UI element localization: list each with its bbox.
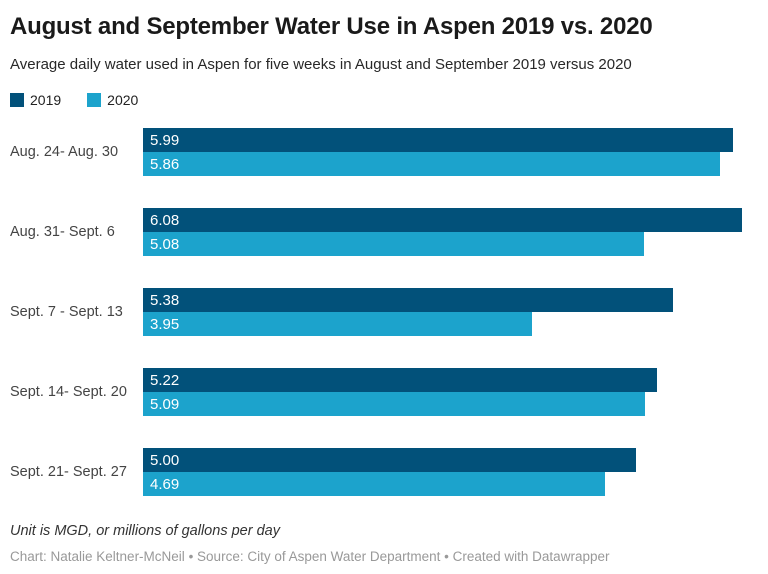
bar-2020: 3.95 — [143, 312, 533, 336]
bar-2020: 5.08 — [143, 232, 644, 256]
bar-value-label: 3.95 — [150, 315, 180, 333]
bar-2020: 4.69 — [143, 472, 606, 496]
legend: 2019 2020 — [10, 92, 754, 108]
bar-value-label: 5.99 — [150, 131, 180, 149]
credit-text: Chart: Natalie Keltner-McNeil — [10, 549, 185, 564]
bar-2020: 5.86 — [143, 152, 721, 176]
category-label: Sept. 14- Sept. 20 — [10, 383, 127, 400]
bar-value-label: 5.22 — [150, 371, 180, 389]
bar-2019: 5.22 — [143, 368, 658, 392]
bar-value-label: 5.86 — [150, 155, 180, 173]
bar-value-label: 5.09 — [150, 395, 180, 413]
chart-title: August and September Water Use in Aspen … — [10, 13, 653, 40]
legend-item: 2019 — [10, 92, 61, 108]
bar-chart: Aug. 24- Aug. 30 5.99 5.86 Aug. 31- Sept.… — [10, 128, 754, 496]
category-label: Aug. 31- Sept. 6 — [10, 223, 115, 240]
chart-row: Sept. 14- Sept. 20 5.22 5.09 — [10, 368, 754, 416]
bar-value-label: 5.08 — [150, 235, 180, 253]
chart-note: Unit is MGD, or millions of gallons per … — [10, 523, 280, 539]
credit-datawrapper-link: Created with Datawrapper — [452, 549, 610, 564]
category-label: Sept. 21- Sept. 27 — [10, 463, 127, 480]
chart-credit: Chart: Natalie Keltner-McNeil • Source: … — [10, 548, 754, 566]
bar-2020: 5.09 — [143, 392, 645, 416]
category-label: Aug. 24- Aug. 30 — [10, 143, 119, 160]
bar-value-label: 5.38 — [150, 291, 180, 309]
credit-separator: • — [184, 549, 198, 564]
bar-value-label: 5.00 — [150, 451, 180, 469]
bar-group: 5.99 5.86 — [143, 128, 754, 176]
bar-group: 5.00 4.69 — [143, 448, 754, 496]
chart-row: Aug. 31- Sept. 6 6.08 5.08 — [10, 208, 754, 256]
credit-separator: • — [440, 549, 453, 564]
bar-group: 5.22 5.09 — [143, 368, 754, 416]
chart-subtitle: Average daily water used in Aspen for fi… — [10, 56, 632, 73]
bar-2019: 5.38 — [143, 288, 674, 312]
chart-row: Aug. 24- Aug. 30 5.99 5.86 — [10, 128, 754, 176]
bar-2019: 5.00 — [143, 448, 636, 472]
bar-group: 6.08 5.08 — [143, 208, 754, 256]
legend-label: 2020 — [107, 92, 139, 108]
legend-item: 2020 — [87, 92, 138, 108]
bar-value-label: 6.08 — [150, 211, 180, 229]
legend-swatch — [10, 93, 24, 107]
credit-text: Source: City of Aspen Water Department — [197, 549, 441, 564]
chart-row: Sept. 21- Sept. 27 5.00 4.69 — [10, 448, 754, 496]
bar-group: 5.38 3.95 — [143, 288, 754, 336]
bar-2019: 5.99 — [143, 128, 734, 152]
chart-row: Sept. 7 - Sept. 13 5.38 3.95 — [10, 288, 754, 336]
bar-2019: 6.08 — [143, 208, 743, 232]
legend-label: 2019 — [30, 92, 62, 108]
legend-swatch — [87, 93, 102, 107]
category-label: Sept. 7 - Sept. 13 — [10, 303, 123, 320]
bar-value-label: 4.69 — [150, 475, 180, 493]
